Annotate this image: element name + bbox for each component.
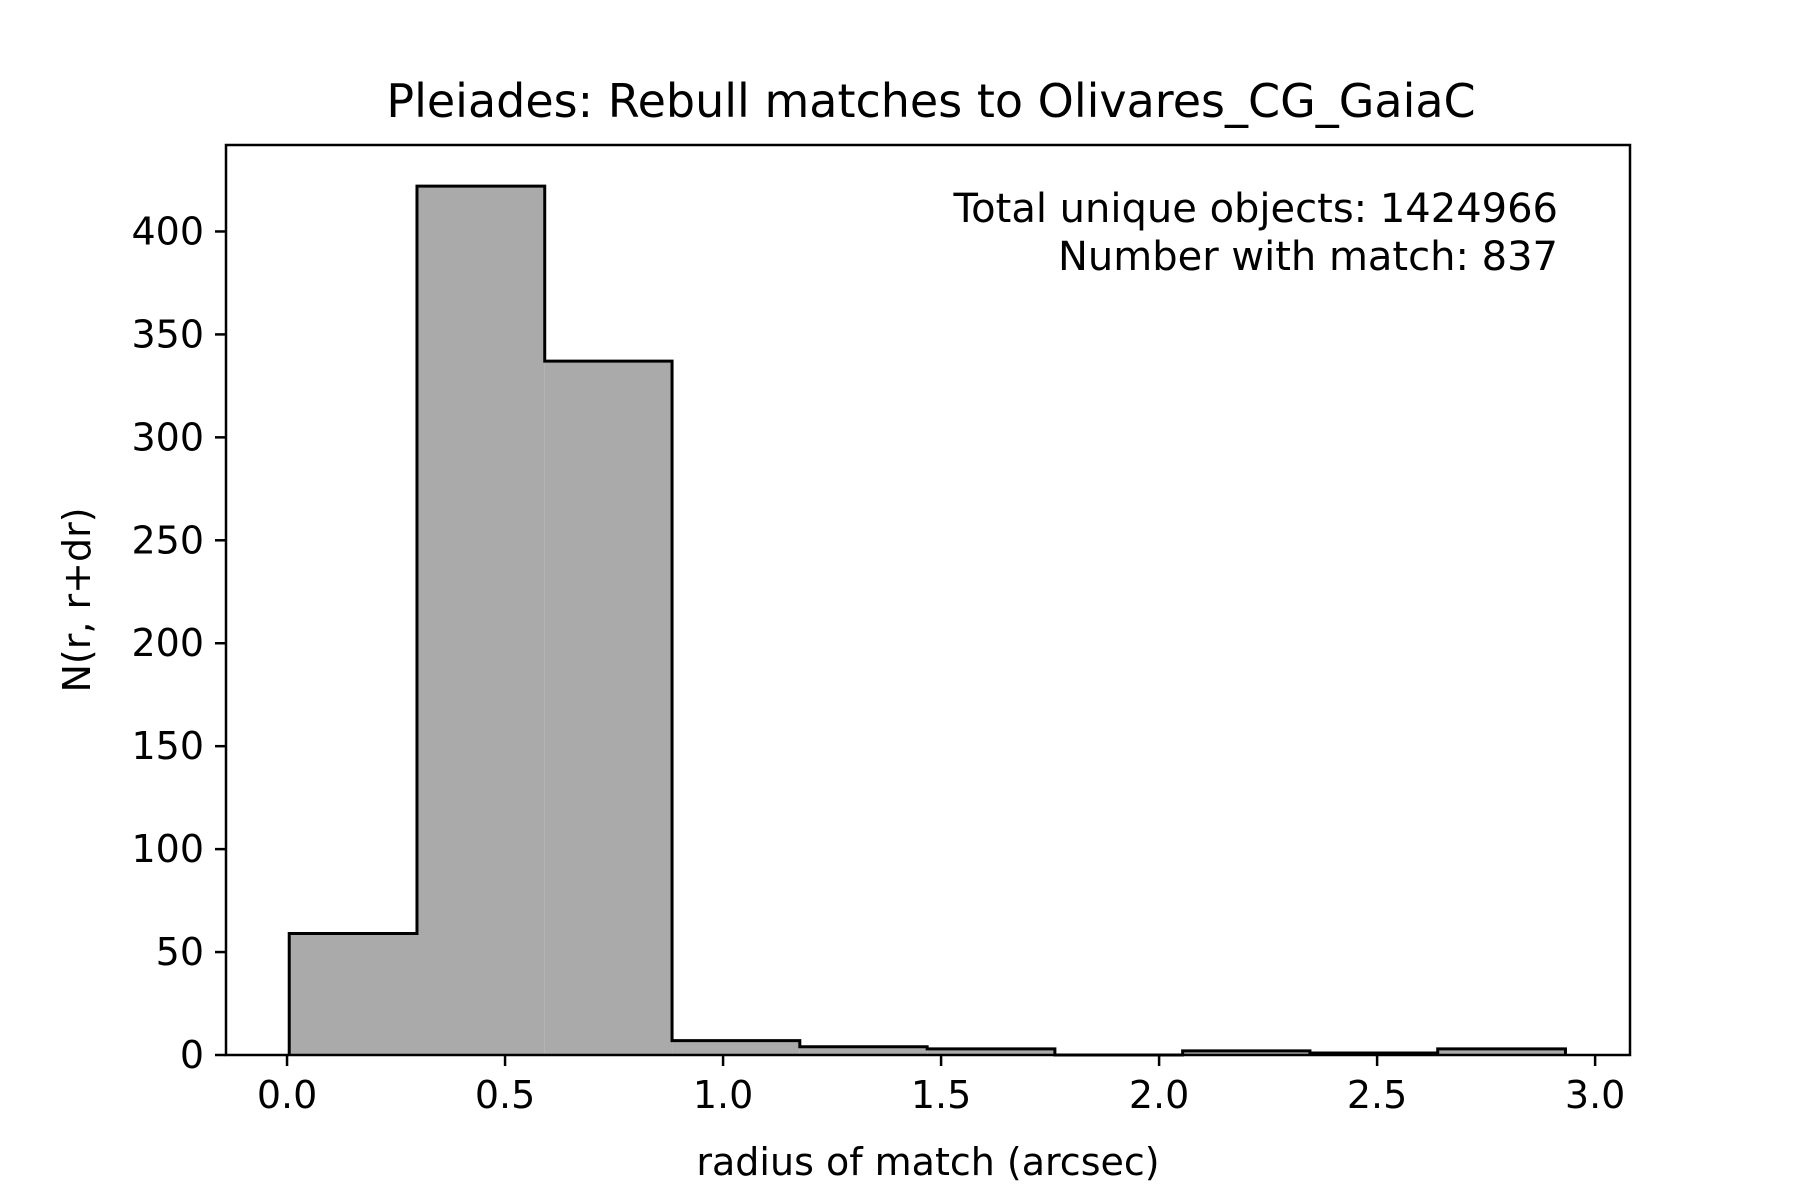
histogram-bar xyxy=(799,1046,928,1055)
x-tick-label: 2.0 xyxy=(1129,1073,1189,1117)
plot-area xyxy=(224,143,1632,1057)
x-tick-label: 0.5 xyxy=(475,1073,535,1117)
y-tick-label: 400 xyxy=(131,209,204,253)
x-tick-label: 3.0 xyxy=(1565,1073,1625,1117)
y-tick-label: 100 xyxy=(131,827,204,871)
annotation-number-with-match: Number with match: 837 xyxy=(1058,234,1558,280)
y-tick-label: 150 xyxy=(131,724,204,768)
x-tick-label: 1.0 xyxy=(693,1073,753,1117)
y-tick-label: 200 xyxy=(131,621,204,665)
y-axis-label: N(r, r+dr) xyxy=(55,507,99,692)
histogram-bar xyxy=(416,186,545,1056)
x-axis-label: radius of match (arcsec) xyxy=(696,1140,1159,1184)
x-tick-label: 1.5 xyxy=(911,1073,971,1117)
histogram-bar xyxy=(672,1040,800,1055)
annotation-total-unique: Total unique objects: 1424966 xyxy=(953,186,1558,232)
y-tick-label: 0 xyxy=(180,1033,204,1077)
histogram-bar xyxy=(289,933,417,1055)
histogram-bar xyxy=(544,361,673,1055)
y-tick-label: 50 xyxy=(156,930,204,974)
annotation-box: Total unique objects: 1424966 Number wit… xyxy=(953,186,1558,280)
x-axis: 0.0 0.5 1.0 1.5 2.0 2.5 3.0 xyxy=(257,1055,1625,1117)
histogram-outline xyxy=(287,184,1567,1057)
y-tick-label: 300 xyxy=(131,415,204,459)
x-tick-label: 2.5 xyxy=(1347,1073,1407,1117)
chart-title: Pleiades: Rebull matches to Olivares_CG_… xyxy=(386,74,1475,128)
histogram-bar xyxy=(1182,1050,1310,1055)
histogram-bar xyxy=(1437,1048,1566,1055)
x-tick-label: 0.0 xyxy=(257,1073,317,1117)
histogram-bars xyxy=(289,186,1566,1056)
axes-frame xyxy=(224,143,1632,1057)
y-tick-label: 250 xyxy=(131,518,204,562)
y-axis: 0 50 100 150 200 250 300 350 400 xyxy=(131,209,226,1077)
histogram-bar xyxy=(927,1048,1055,1055)
y-tick-label: 350 xyxy=(131,312,204,356)
